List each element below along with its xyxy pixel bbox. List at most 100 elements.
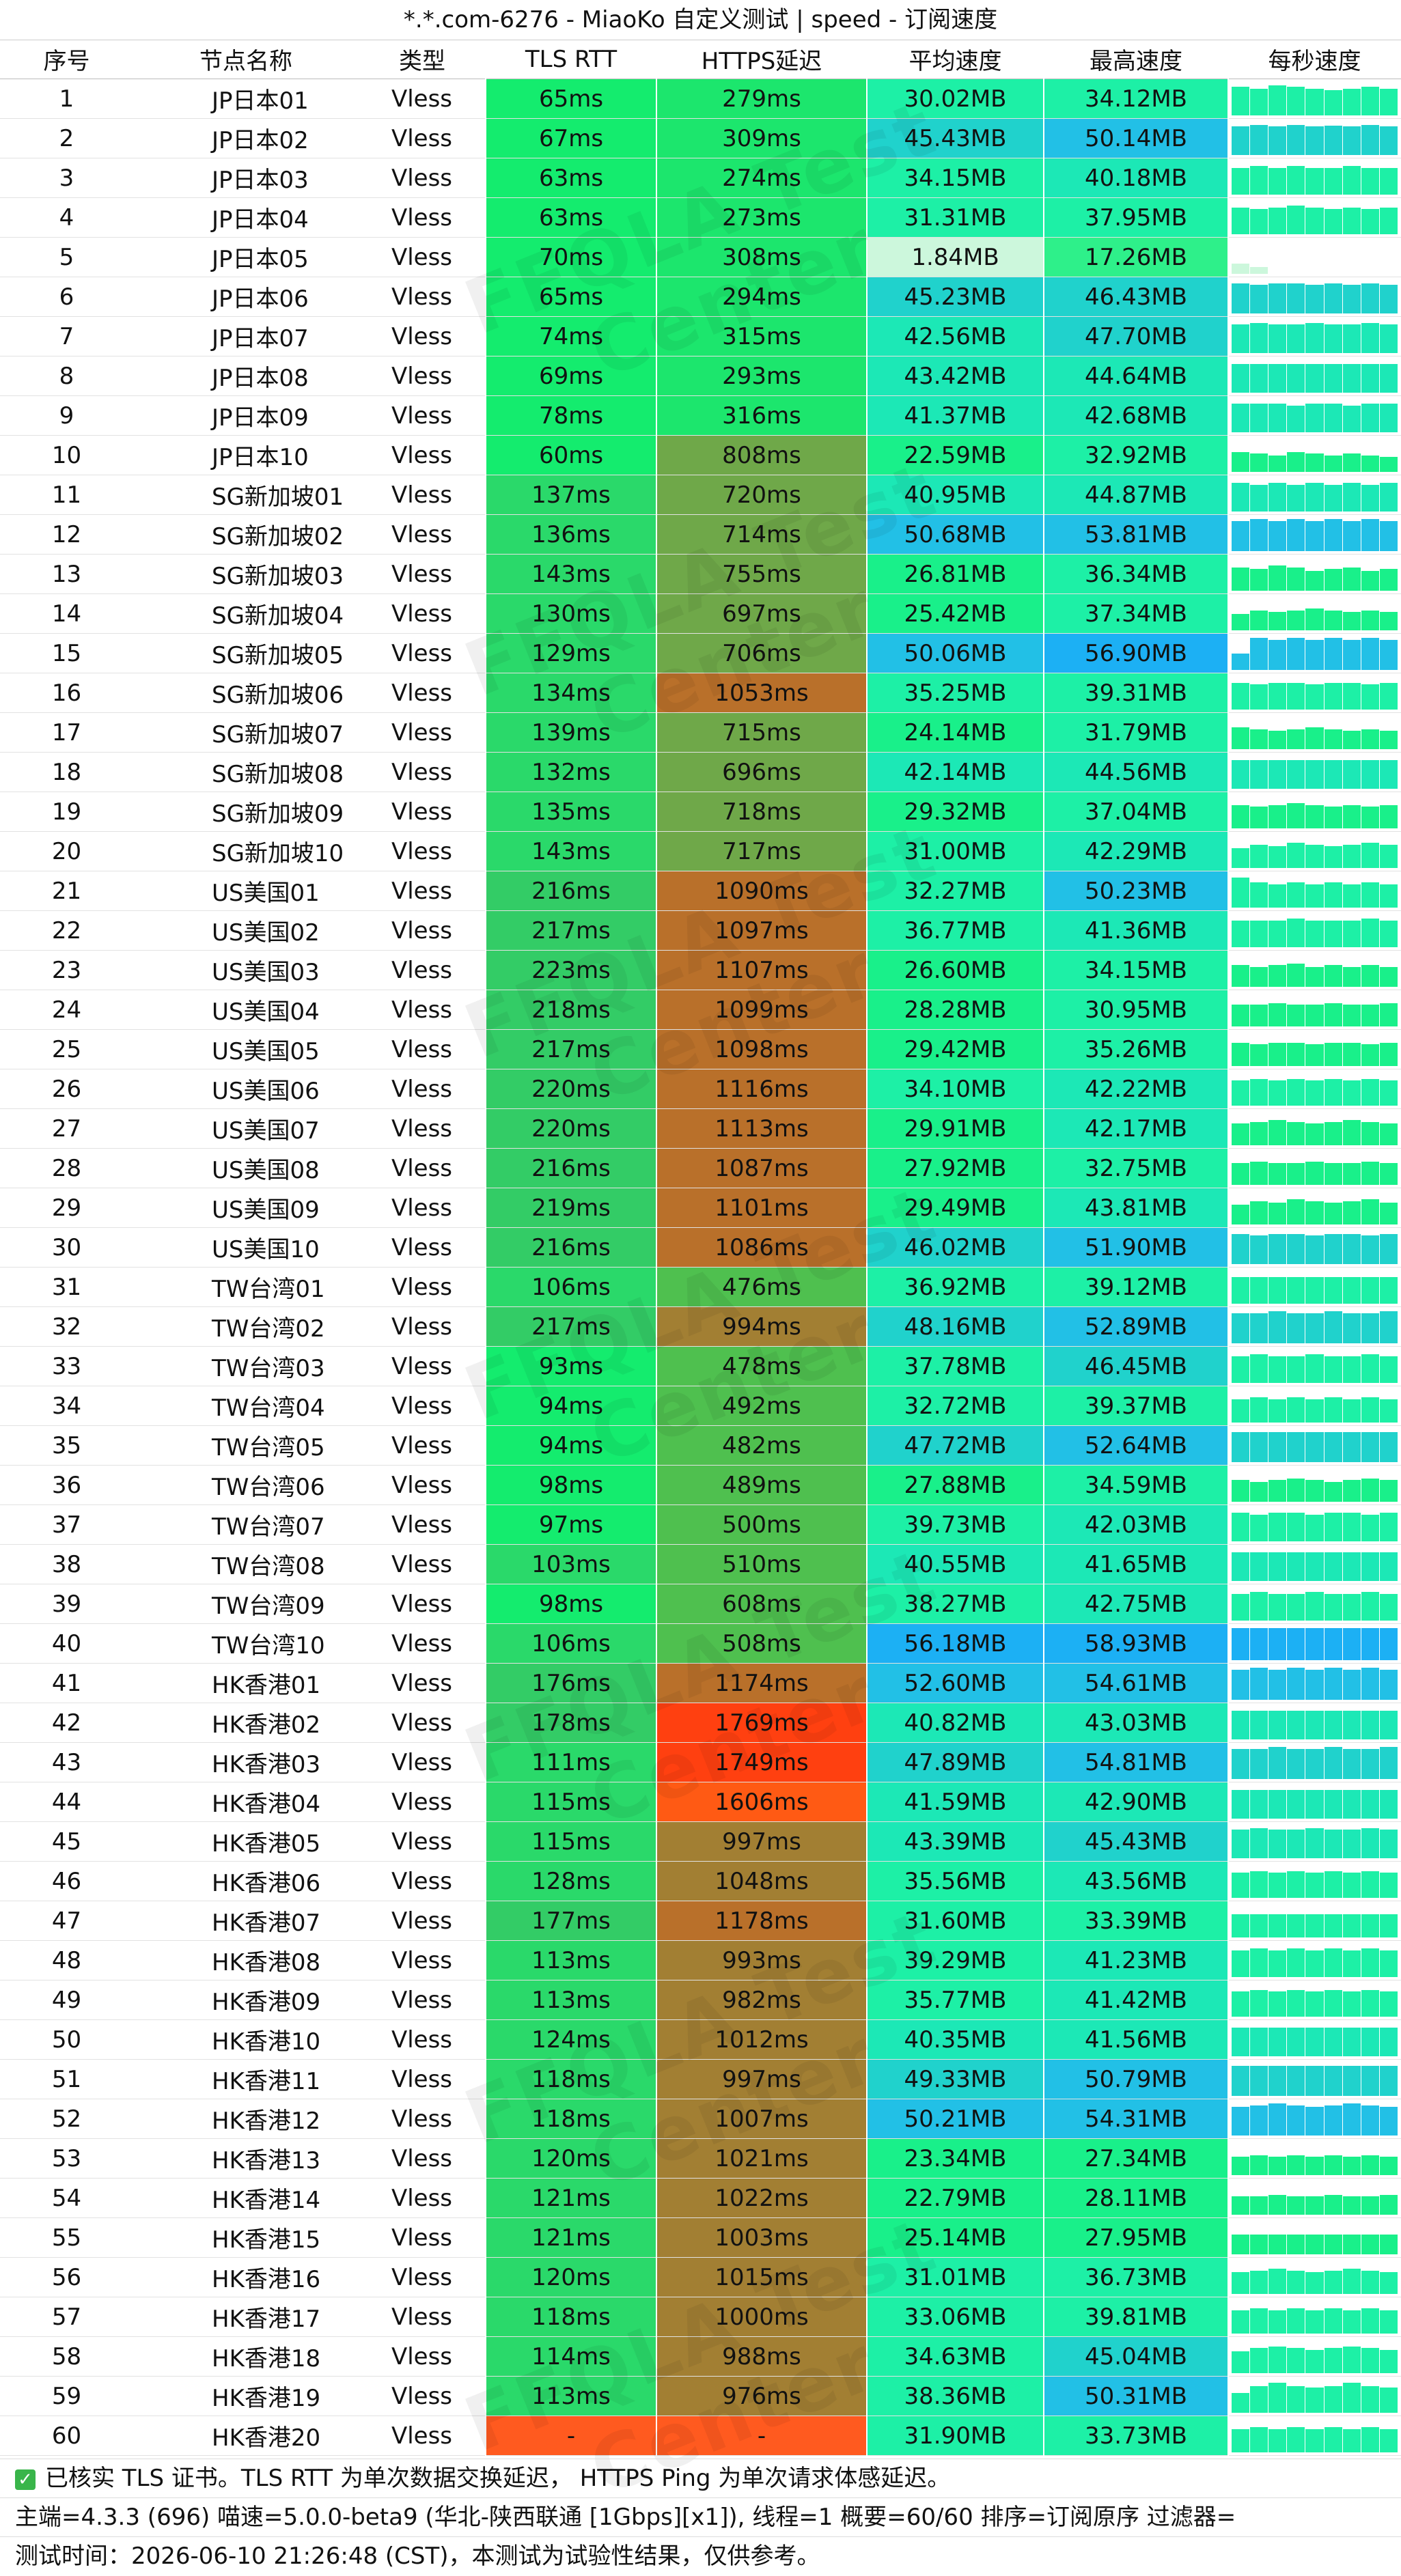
sparkline-bar	[1287, 1313, 1305, 1343]
sparkline-bar	[1250, 88, 1268, 115]
row-max-speed: 42.17MB	[1043, 1108, 1228, 1149]
row-node-name: HK香港03	[133, 1742, 359, 1782]
sparkline-bar	[1324, 2194, 1342, 2215]
row-avg-speed: 40.95MB	[866, 475, 1044, 515]
row-speed-sparkline	[1227, 871, 1401, 911]
sparkline-bar	[1232, 2157, 1250, 2175]
sparkline-bar	[1268, 1233, 1287, 1264]
table-row: 35 TW台湾05 Vless 94ms 482ms 47.72MB 52.64MB	[0, 1425, 1401, 1466]
row-https-latency: 1116ms	[656, 1069, 867, 1109]
row-index: 29	[0, 1188, 133, 1228]
row-type: Vless	[359, 673, 486, 713]
row-index: 4	[0, 197, 133, 238]
row-https-latency: 1003ms	[656, 2217, 867, 2258]
row-type: Vless	[359, 2178, 486, 2218]
sparkline-bar	[1305, 804, 1324, 828]
sparkline-bar	[1232, 1042, 1250, 1066]
sparkline-bar	[1379, 682, 1398, 710]
sparkline-bar	[1232, 364, 1250, 393]
sparkline-bar	[1287, 2028, 1305, 2056]
sparkline-bar	[1361, 1478, 1379, 1502]
sparkline-bar	[1361, 1078, 1379, 1106]
sparkline-bar	[1287, 2270, 1305, 2294]
sparkline-bar	[1379, 2310, 1398, 2334]
sparkline-bar	[1342, 1233, 1361, 1264]
sparkline-bar	[1305, 1431, 1324, 1462]
sparkline-bar	[1324, 2065, 1342, 2096]
row-https-latency: 492ms	[656, 1386, 867, 1426]
sparkline-bar	[1250, 1668, 1268, 1700]
sparkline-bar	[1361, 1628, 1379, 1660]
sparkline-bar	[1324, 455, 1342, 472]
row-avg-speed: 22.79MB	[866, 2178, 1044, 2218]
row-node-name: TW台湾04	[133, 1386, 359, 1426]
row-avg-speed: 39.29MB	[866, 1940, 1044, 1980]
sparkline-bar	[1379, 844, 1398, 868]
sparkline-bar	[1379, 1042, 1398, 1066]
sparkline-bar	[1361, 729, 1379, 749]
sparkline-bar	[1342, 1356, 1361, 1383]
row-type: Vless	[359, 1227, 486, 1268]
sparkline-bar	[1379, 920, 1398, 947]
row-node-name: SG新加坡04	[133, 593, 359, 634]
row-https-latency: 1087ms	[656, 1148, 867, 1188]
sparkline-bar	[1324, 1914, 1342, 1937]
sparkline-bar	[1379, 2234, 1398, 2254]
sparkline-bar	[1361, 2348, 1379, 2373]
sparkline-bar	[1268, 1003, 1287, 1026]
sparkline-bar	[1342, 126, 1361, 155]
table-row: 48 HK香港08 Vless 113ms 993ms 39.29MB 41.23MB	[0, 1940, 1401, 1980]
sparkline-bar	[1250, 2308, 1268, 2334]
sparkline-bar	[1268, 2346, 1287, 2373]
sparkline-bar	[1324, 2427, 1342, 2452]
row-avg-speed: 40.35MB	[866, 2019, 1044, 2060]
row-max-speed: 41.23MB	[1043, 1940, 1228, 1980]
row-index: 60	[0, 2416, 133, 2456]
row-tls-rtt: 65ms	[485, 79, 656, 119]
row-tls-rtt: 120ms	[485, 2138, 656, 2179]
row-https-latency: 309ms	[656, 118, 867, 158]
row-node-name: SG新加坡10	[133, 831, 359, 871]
table-row: 11 SG新加坡01 Vless 137ms 720ms 40.95MB 44.87MB	[0, 475, 1401, 515]
row-node-name: HK香港02	[133, 1703, 359, 1743]
row-https-latency: 1107ms	[656, 950, 867, 990]
table-row: 23 US美国03 Vless 223ms 1107ms 26.60MB 34.15MB	[0, 950, 1401, 990]
sparkline-bar	[1361, 167, 1379, 195]
sparkline-bar	[1232, 1669, 1250, 1700]
row-speed-sparkline	[1227, 1980, 1401, 2020]
row-tls-rtt: 177ms	[485, 1901, 656, 1941]
row-tls-rtt: 67ms	[485, 118, 656, 158]
row-speed-sparkline	[1227, 1188, 1401, 1228]
row-https-latency: 706ms	[656, 633, 867, 673]
sparkline-bar	[1324, 1668, 1342, 1700]
sparkline-bar	[1379, 1431, 1398, 1462]
row-max-speed: 50.23MB	[1043, 871, 1228, 911]
sparkline-bar	[1287, 1431, 1305, 1462]
row-https-latency: -	[656, 2416, 867, 2456]
sparkline-bar	[1324, 1481, 1342, 1502]
sparkline-bar	[1232, 207, 1250, 234]
row-avg-speed: 31.00MB	[866, 831, 1044, 871]
sparkline-bar	[1250, 1161, 1268, 1185]
sparkline-bar	[1361, 2270, 1379, 2294]
sparkline-bar	[1287, 1121, 1305, 1145]
row-tls-rtt: 118ms	[485, 2297, 656, 2337]
row-https-latency: 1000ms	[656, 2297, 867, 2337]
sparkline-bar	[1250, 1711, 1268, 1739]
row-index: 58	[0, 2336, 133, 2377]
table-row: 46 HK香港06 Vless 128ms 1048ms 35.56MB 43.56MB	[0, 1861, 1401, 1901]
row-speed-sparkline	[1227, 2059, 1401, 2099]
sparkline-bar	[1342, 966, 1361, 987]
row-node-name: HK香港01	[133, 1663, 359, 1703]
row-tls-rtt: 217ms	[485, 1306, 656, 1347]
row-node-name: TW台湾09	[133, 1584, 359, 1624]
row-type: Vless	[359, 2138, 486, 2179]
row-node-name: US美国02	[133, 910, 359, 951]
sparkline-bar	[1268, 1628, 1287, 1660]
sparkline-bar	[1268, 2028, 1287, 2056]
sparkline-bar	[1379, 324, 1398, 353]
row-index: 50	[0, 2019, 133, 2060]
sparkline-bar	[1268, 455, 1287, 472]
sparkline-bar	[1250, 844, 1268, 868]
sparkline-bar	[1287, 166, 1305, 195]
